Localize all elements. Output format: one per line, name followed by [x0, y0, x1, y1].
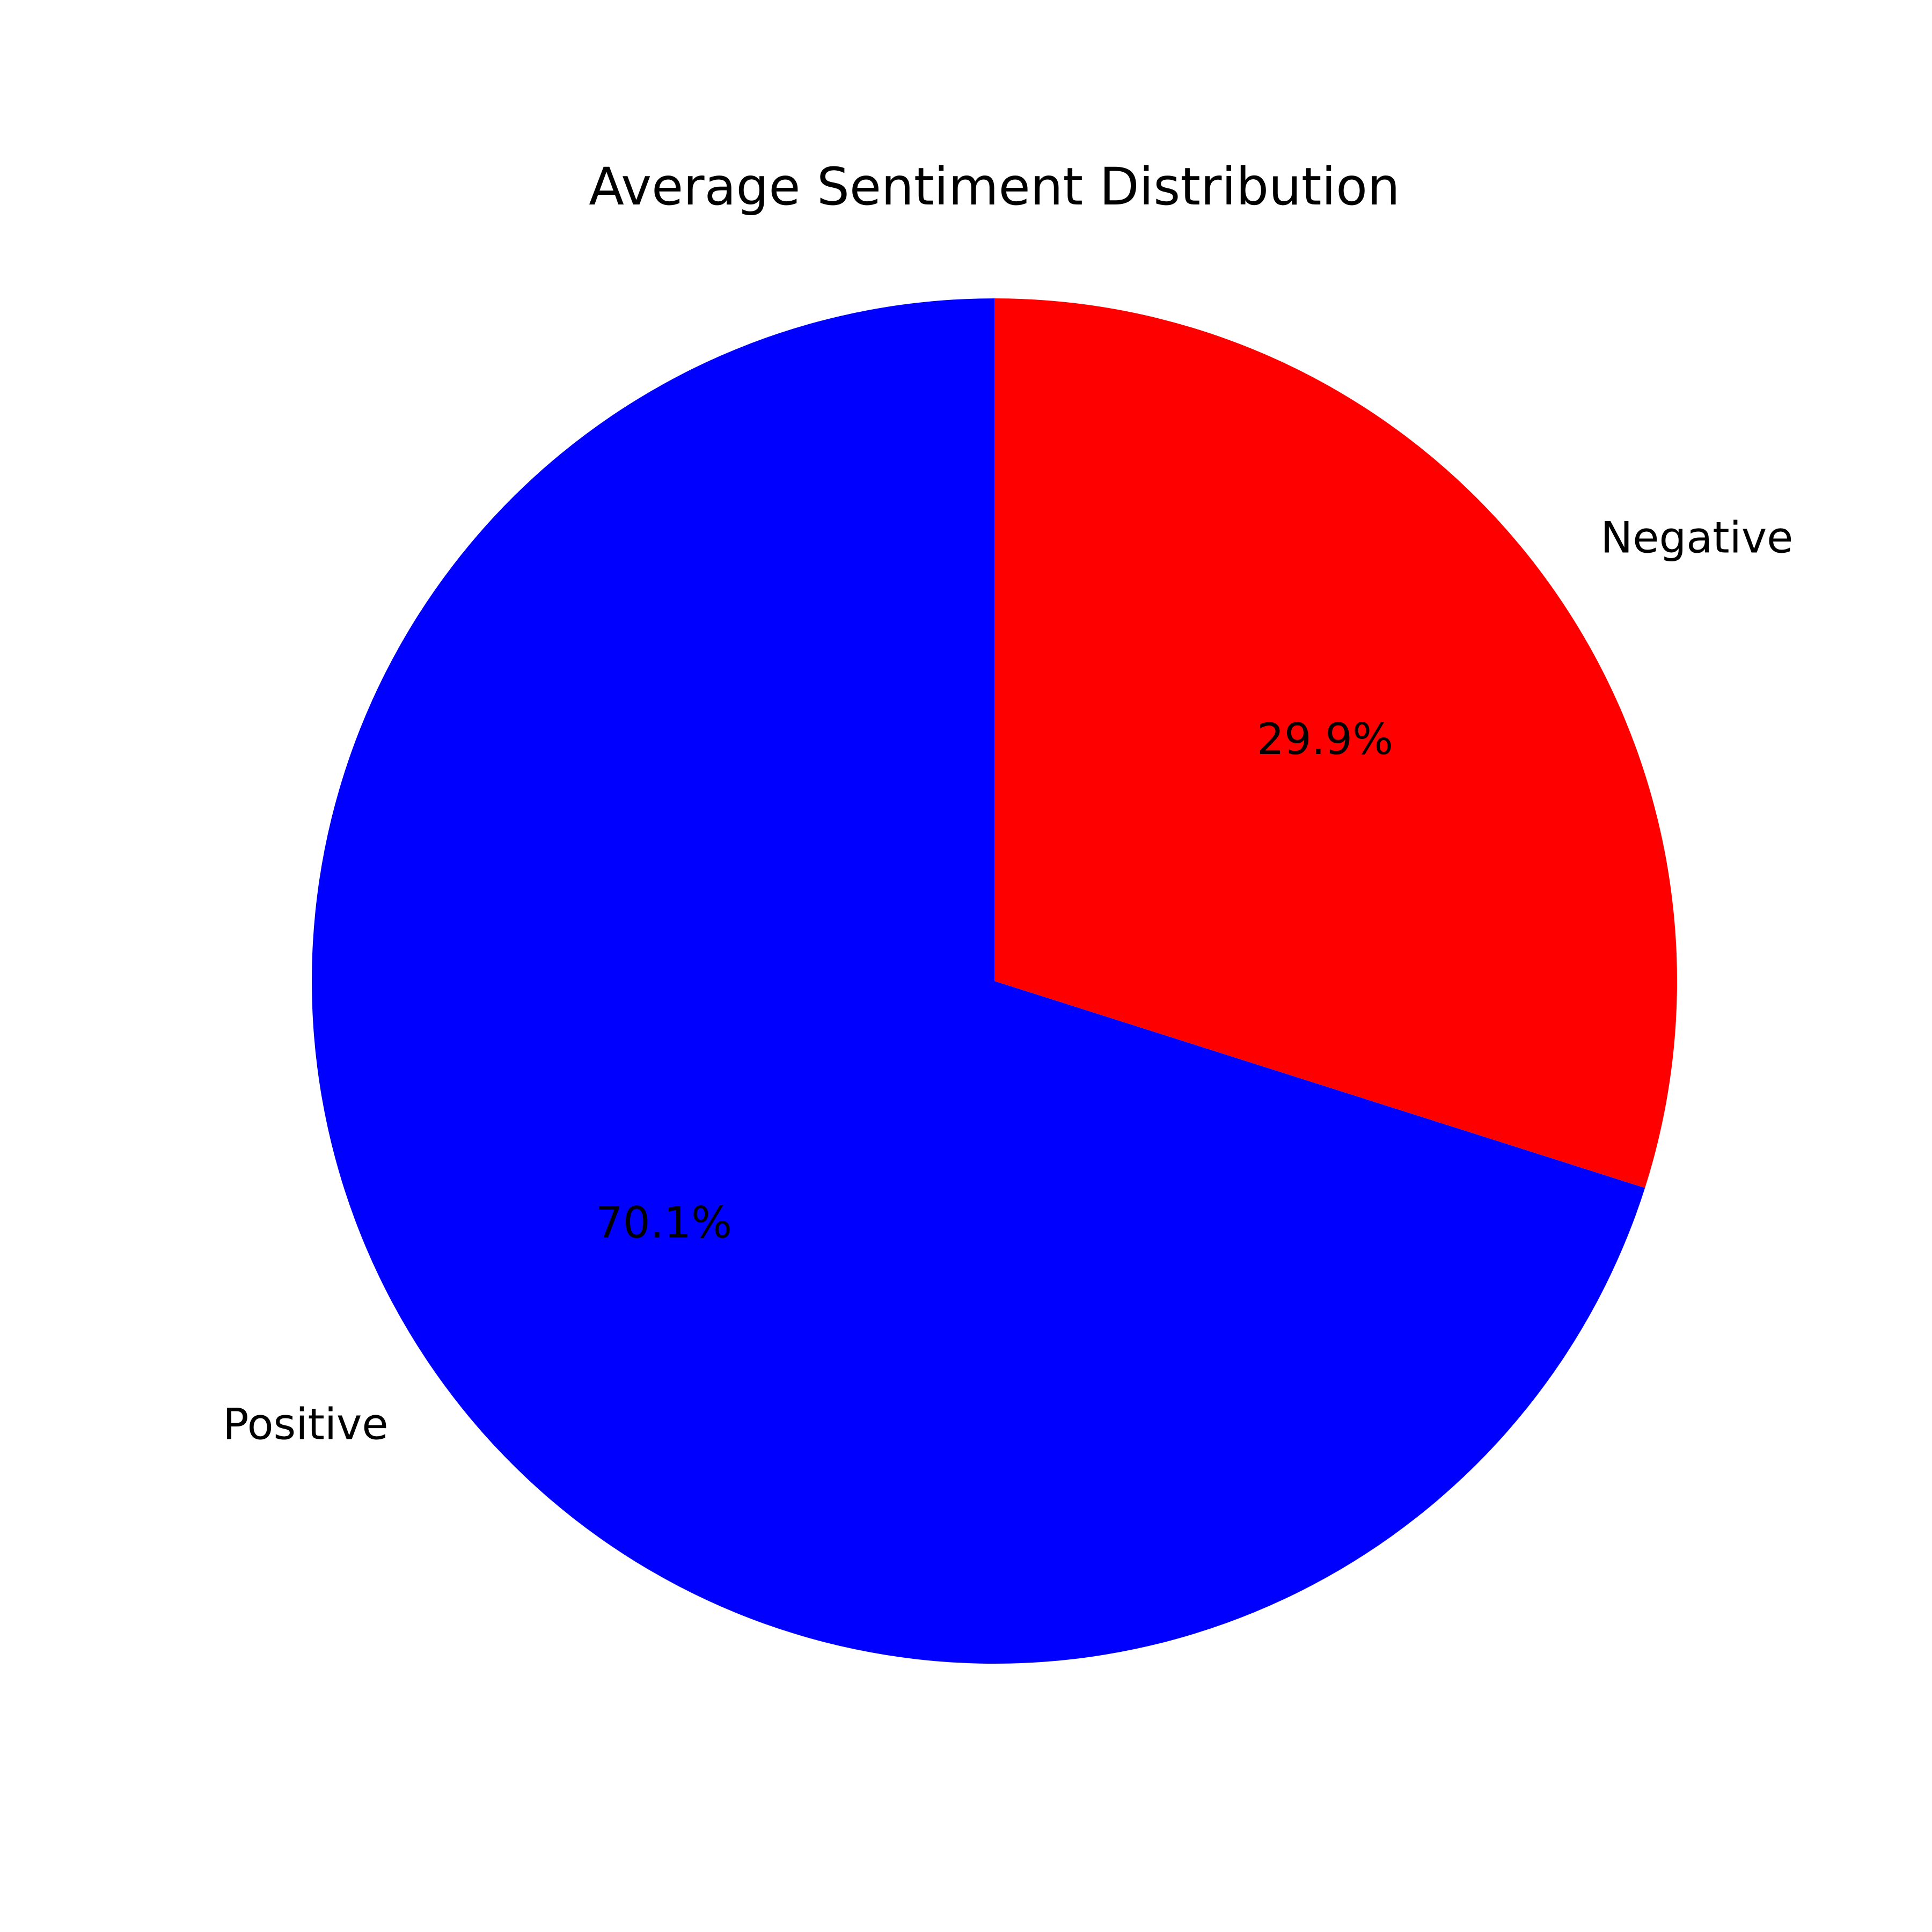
pie-slice-negative — [994, 298, 1677, 1188]
chart-title: Average Sentiment Distribution — [589, 157, 1400, 217]
pie-category-label-negative: Negative — [1600, 513, 1793, 563]
pie-value-label-negative: 29.9% — [1257, 714, 1393, 764]
pie-slices — [311, 298, 1677, 1664]
pie-value-label-positive: 70.1% — [596, 1198, 732, 1248]
pie-category-label-positive: Positive — [223, 1399, 388, 1449]
pie-labels: 70.1% Positive 29.9% Negative — [223, 513, 1793, 1450]
pie-slice-positive — [311, 298, 1645, 1664]
